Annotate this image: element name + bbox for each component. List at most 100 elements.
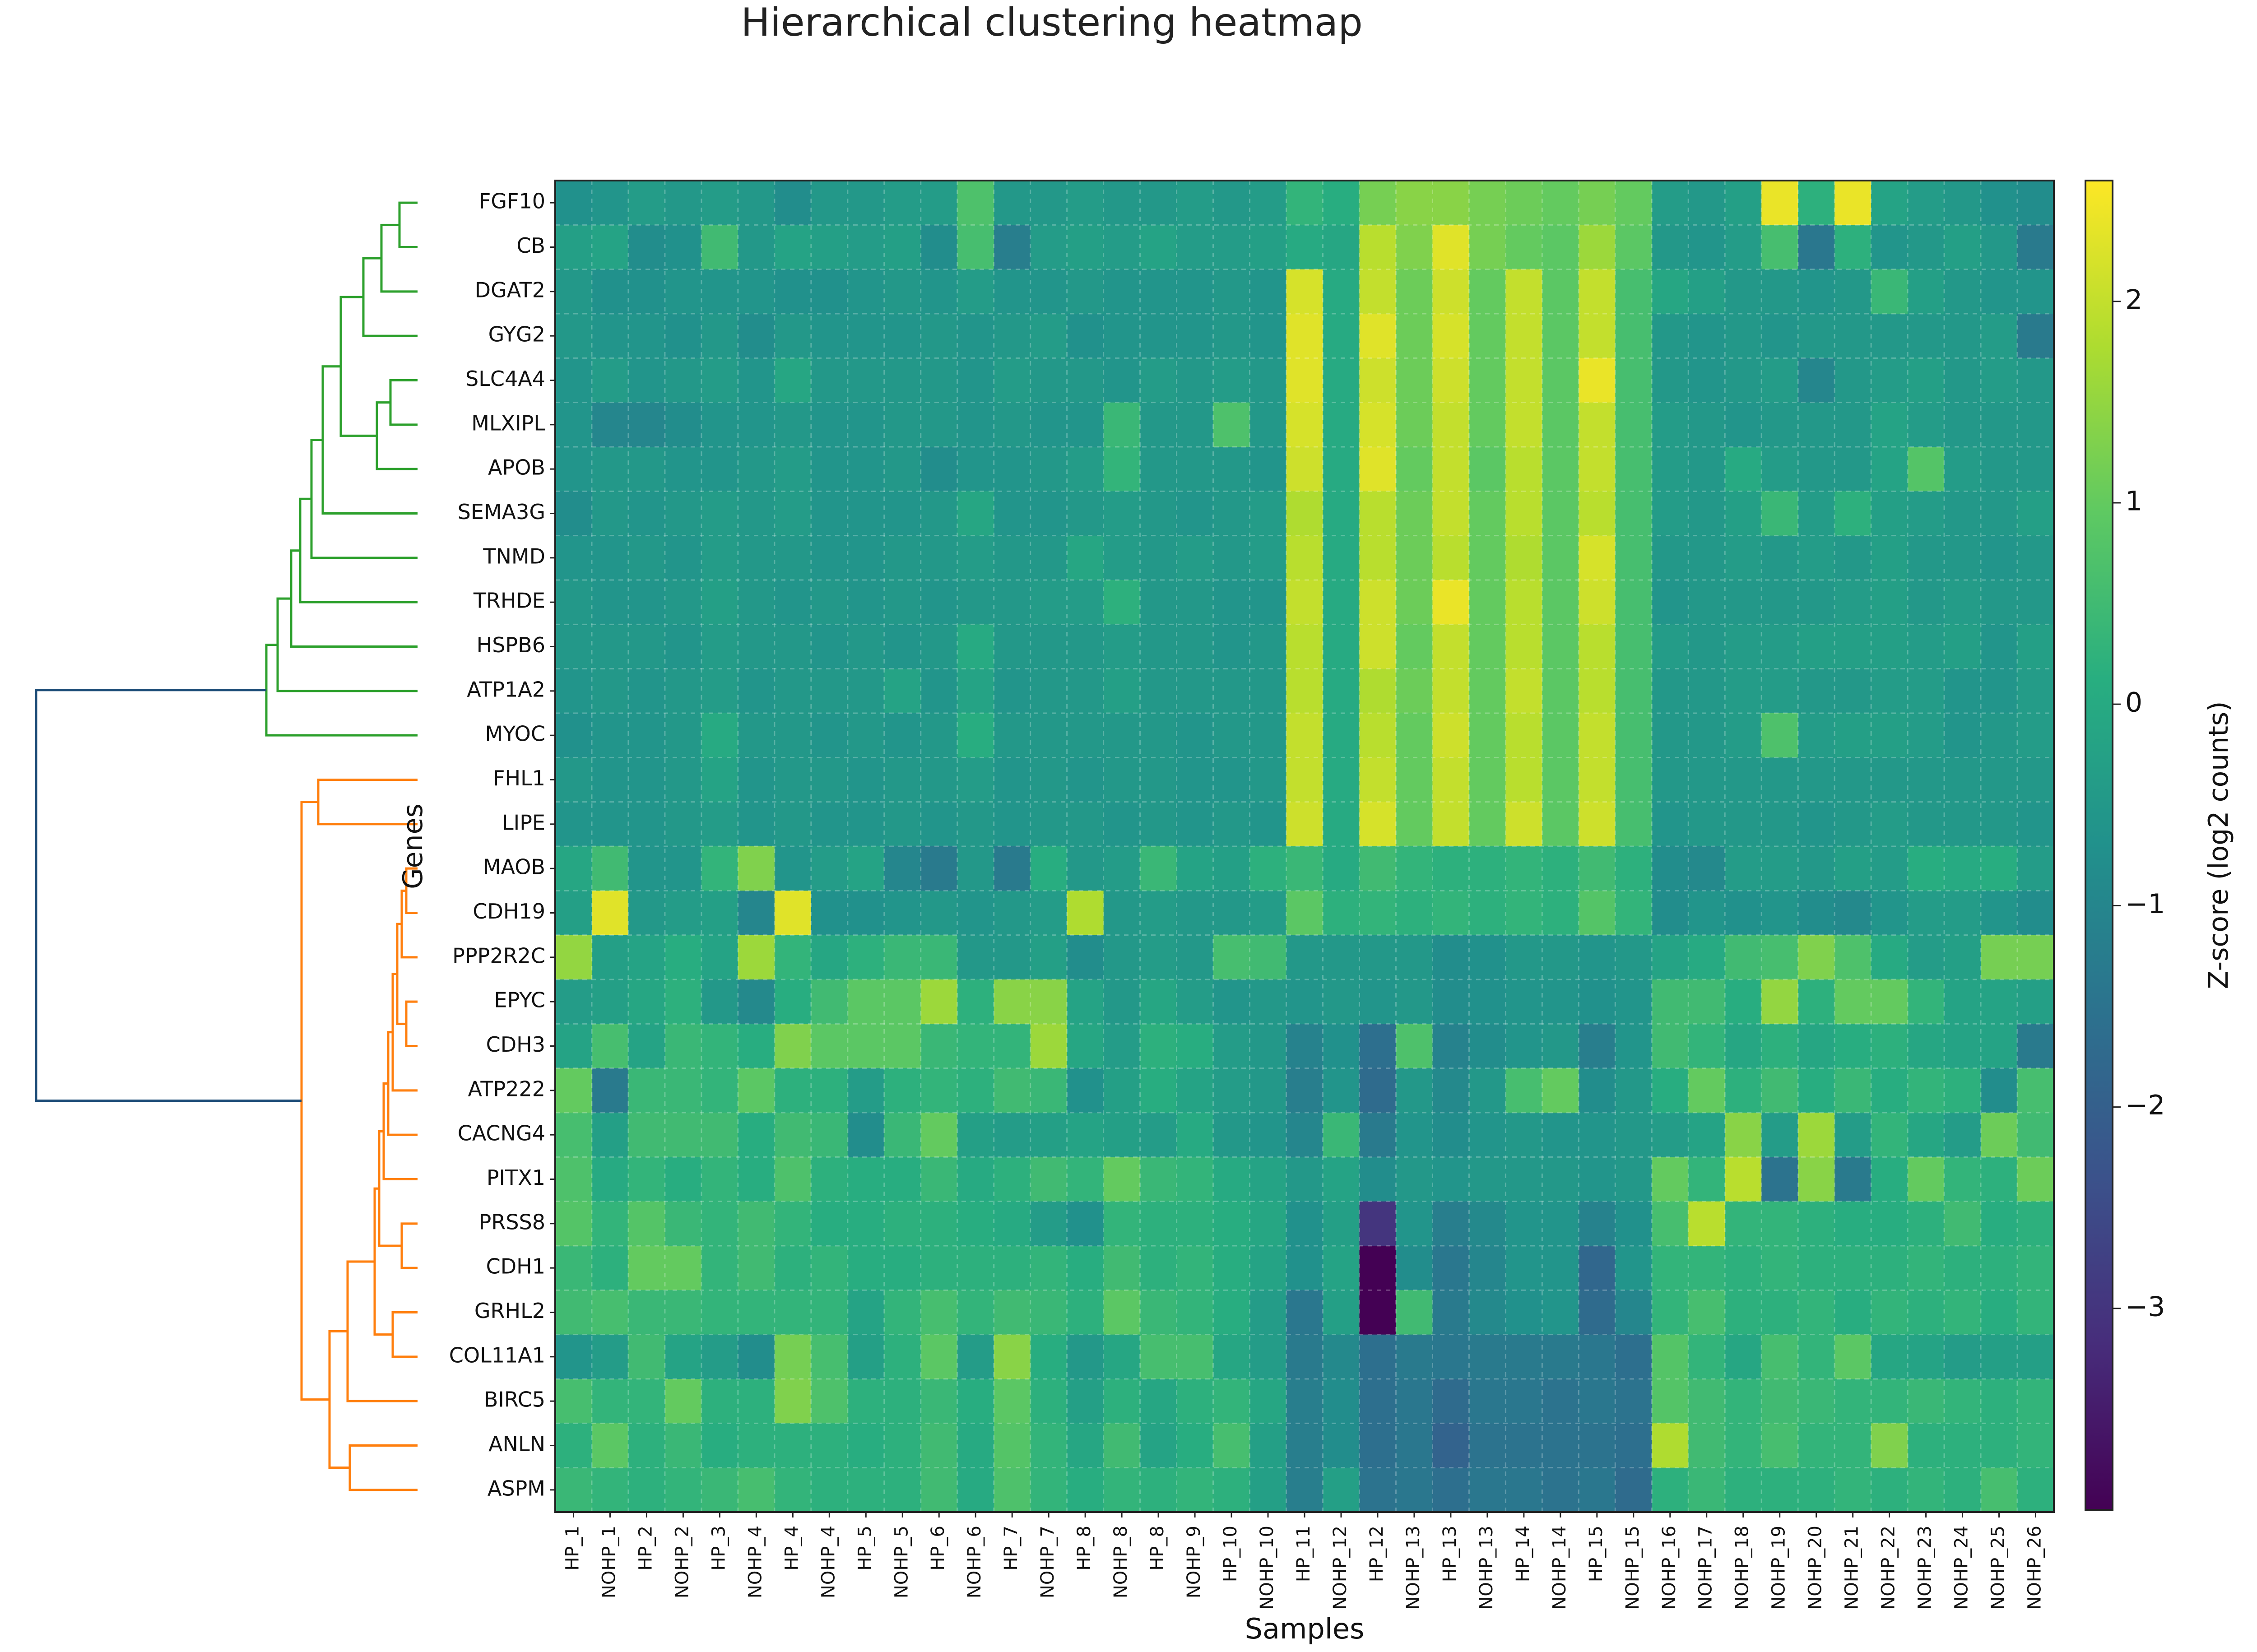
heatmap-cell <box>2017 402 2054 447</box>
heatmap-cell <box>1834 1068 1872 1113</box>
heatmap-cell <box>555 580 592 625</box>
heatmap-cell <box>994 314 1031 359</box>
heatmap-cell <box>1798 1201 1835 1246</box>
heatmap-cell <box>1908 1024 1945 1069</box>
heatmap-cell <box>1725 225 1762 270</box>
heatmap-cell <box>701 1113 738 1158</box>
gene-label: CDH3 <box>486 1032 545 1057</box>
heatmap-cell <box>1469 668 1506 714</box>
heatmap-cell <box>1542 1290 1579 1335</box>
heatmap-cell <box>1103 1024 1141 1069</box>
heatmap-cell <box>1359 181 1397 226</box>
heatmap-cell <box>591 979 629 1025</box>
heatmap-cell <box>1140 535 1177 580</box>
heatmap-cell <box>1140 269 1177 314</box>
heatmap-cell <box>1286 491 1324 536</box>
heatmap-cell <box>628 225 665 270</box>
heatmap-cell <box>1323 491 1360 536</box>
heatmap-cell <box>1176 1113 1214 1158</box>
heatmap-cell <box>555 491 592 536</box>
heatmap-cell <box>701 580 738 625</box>
heatmap-cell <box>664 1467 702 1513</box>
heatmap-cell <box>1432 891 1470 936</box>
heatmap-cell <box>1834 757 1872 803</box>
heatmap-cell <box>1469 757 1506 803</box>
heatmap-cell <box>1469 580 1506 625</box>
heatmap-cell <box>1103 181 1141 226</box>
heatmap-cell <box>1981 757 2018 803</box>
heatmap-cell <box>591 757 629 803</box>
heatmap-cell <box>920 802 958 847</box>
heatmap-cell <box>1579 935 1616 980</box>
heatmap-cell <box>1432 181 1470 226</box>
heatmap-cell <box>1981 802 2018 847</box>
heatmap-cell <box>628 402 665 447</box>
heatmap-cell <box>1725 535 1762 580</box>
heatmap-cell <box>884 624 921 669</box>
heatmap-cell <box>1871 713 1908 758</box>
heatmap-cell <box>1432 668 1470 714</box>
heatmap-cell <box>920 314 958 359</box>
heatmap-cell <box>1725 580 1762 625</box>
heatmap-cell <box>1615 535 1653 580</box>
heatmap-cell <box>811 402 848 447</box>
heatmap-cell <box>1213 1157 1250 1202</box>
heatmap-cell <box>1396 713 1433 758</box>
heatmap-cell <box>1359 1246 1397 1291</box>
sample-label: NOHP_17 <box>1695 1526 1716 1610</box>
sample-label: NOHP_13 <box>1476 1526 1497 1610</box>
heatmap-cell <box>811 1024 848 1069</box>
heatmap-cell <box>701 314 738 359</box>
heatmap-cell <box>555 1290 592 1335</box>
heatmap-cell <box>920 447 958 492</box>
heatmap-cell <box>1432 225 1470 270</box>
heatmap-cell <box>1140 1246 1177 1291</box>
heatmap-cell <box>774 668 812 714</box>
heatmap-cell <box>2017 269 2054 314</box>
heatmap-cell <box>1761 1113 1798 1158</box>
heatmap-cell <box>1761 802 1798 847</box>
heatmap-cell <box>1067 713 1104 758</box>
heatmap-cell <box>1030 979 1068 1025</box>
heatmap-cell <box>994 624 1031 669</box>
heatmap-cell <box>1615 846 1653 891</box>
heatmap-cell <box>994 1246 1031 1291</box>
heatmap-cell <box>1761 535 1798 580</box>
heatmap-cell <box>664 1290 702 1335</box>
heatmap-cell <box>738 1246 775 1291</box>
heatmap-cell <box>1871 1334 1908 1379</box>
heatmap-cell <box>1213 802 1250 847</box>
heatmap-cell <box>1176 491 1214 536</box>
heatmap-cell <box>994 1467 1031 1513</box>
heatmap-cell <box>701 1157 738 1202</box>
heatmap-cell <box>1103 535 1141 580</box>
heatmap-cell <box>1542 757 1579 803</box>
heatmap-cell <box>555 1334 592 1379</box>
gene-label: CDH19 <box>473 899 545 923</box>
heatmap-cell <box>1798 757 1835 803</box>
sample-label: NOHP_26 <box>2025 1526 2045 1610</box>
heatmap-cell <box>591 358 629 403</box>
heatmap-cell <box>1249 802 1287 847</box>
heatmap-cell <box>774 580 812 625</box>
heatmap-cell <box>1834 891 1872 936</box>
heatmap-cell <box>1067 1379 1104 1424</box>
heatmap-cell <box>1908 935 1945 980</box>
heatmap-cell <box>2017 757 2054 803</box>
heatmap-cell <box>1908 1201 1945 1246</box>
heatmap-cell <box>1213 181 1250 226</box>
heatmap-cell <box>1871 1467 1908 1513</box>
heatmap-cell <box>664 1024 702 1069</box>
colorbar <box>2085 180 2113 1511</box>
heatmap-cell <box>1944 535 1981 580</box>
dendrogram-link <box>321 365 418 515</box>
heatmap-cell <box>1579 1113 1616 1158</box>
heatmap-cell <box>1652 447 1689 492</box>
heatmap-cell <box>1798 1246 1835 1291</box>
heatmap-cell <box>1725 269 1762 314</box>
dendrogram-link <box>405 1000 418 1047</box>
heatmap-cell <box>1067 668 1104 714</box>
heatmap-cell <box>1871 535 1908 580</box>
heatmap-cell <box>957 757 994 803</box>
gene-label: MAOB <box>483 855 545 879</box>
